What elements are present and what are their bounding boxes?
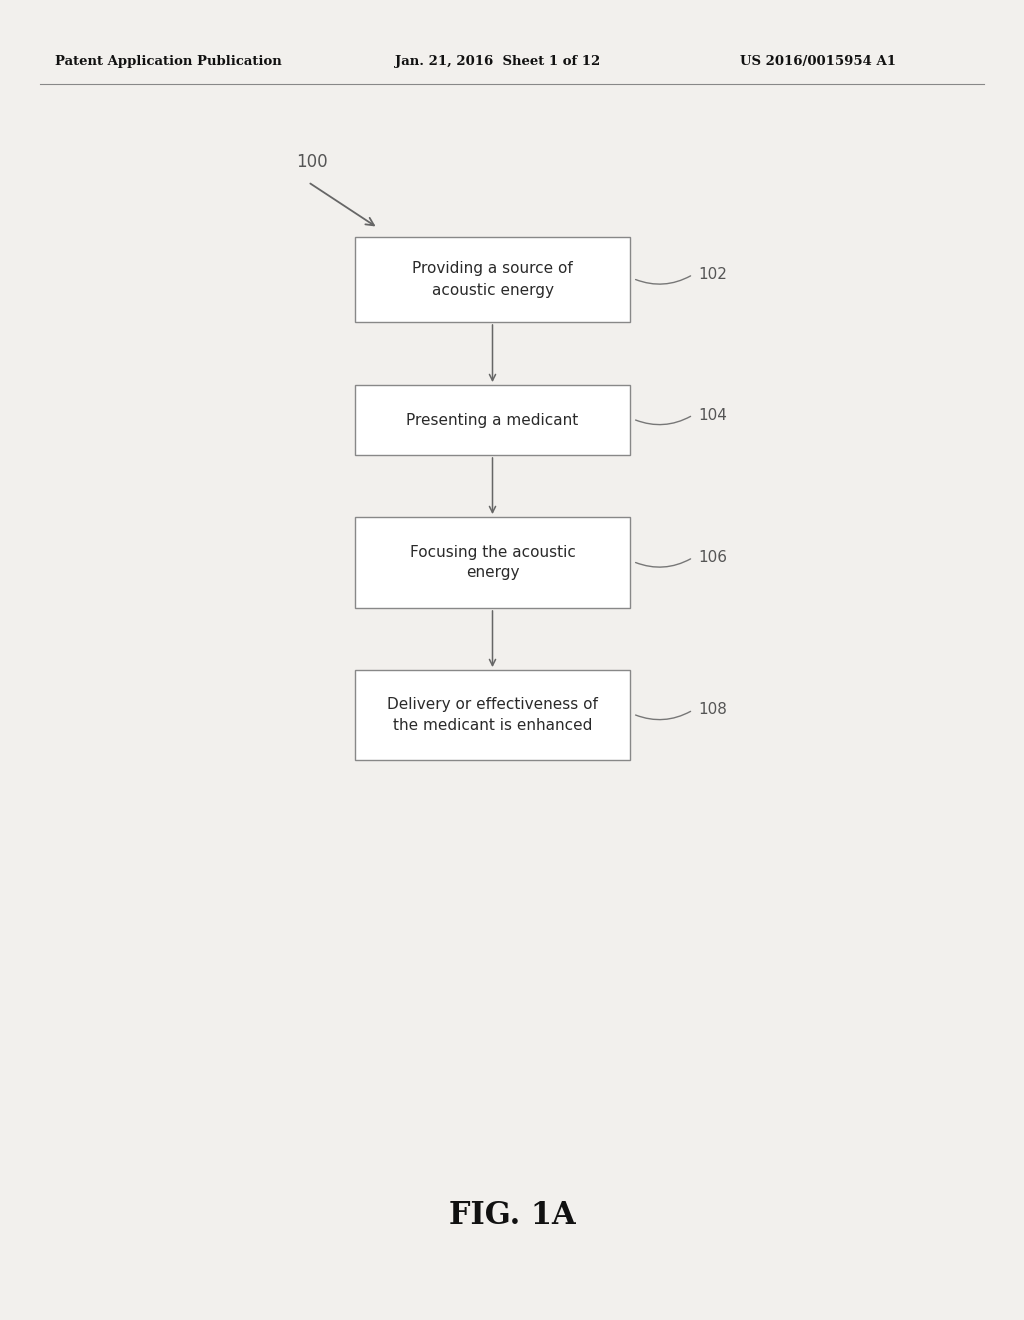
Text: 106: 106 [698, 550, 727, 565]
Text: 102: 102 [698, 267, 727, 282]
Text: 104: 104 [698, 408, 727, 422]
Text: Focusing the acoustic
energy: Focusing the acoustic energy [410, 544, 575, 581]
Text: FIG. 1A: FIG. 1A [449, 1200, 575, 1230]
Text: Providing a source of
acoustic energy: Providing a source of acoustic energy [412, 261, 572, 297]
Bar [355, 385, 630, 455]
Text: 108: 108 [698, 702, 727, 718]
Bar [355, 517, 630, 609]
Text: Delivery or effectiveness of
the medicant is enhanced: Delivery or effectiveness of the medican… [387, 697, 598, 733]
Text: Jan. 21, 2016  Sheet 1 of 12: Jan. 21, 2016 Sheet 1 of 12 [395, 55, 600, 69]
Text: Presenting a medicant: Presenting a medicant [407, 412, 579, 428]
Bar [355, 238, 630, 322]
Bar [355, 671, 630, 760]
Text: 100: 100 [296, 153, 328, 172]
Text: US 2016/0015954 A1: US 2016/0015954 A1 [740, 55, 896, 69]
Text: Patent Application Publication: Patent Application Publication [55, 55, 282, 69]
